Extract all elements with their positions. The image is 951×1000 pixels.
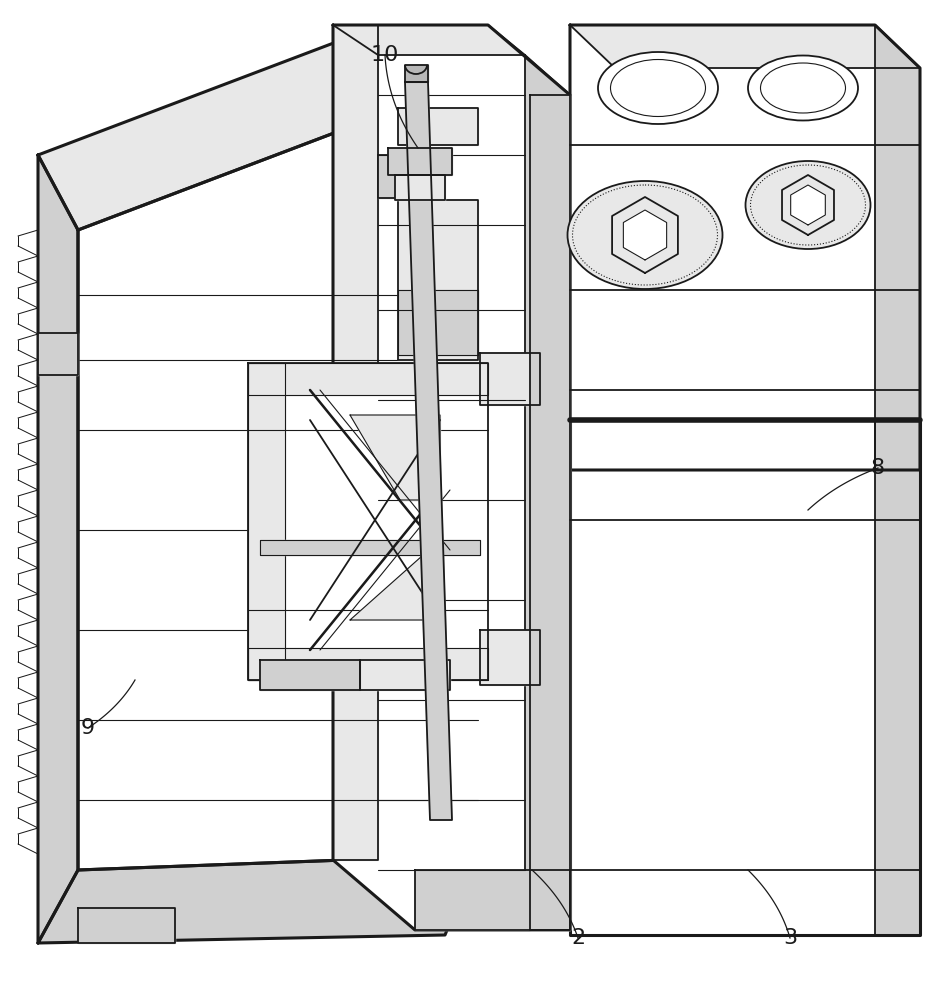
- Polygon shape: [570, 25, 920, 68]
- Polygon shape: [480, 630, 540, 685]
- Polygon shape: [415, 870, 570, 930]
- Polygon shape: [790, 185, 825, 225]
- Ellipse shape: [573, 185, 717, 285]
- Polygon shape: [78, 908, 175, 943]
- Polygon shape: [78, 108, 478, 870]
- Polygon shape: [248, 648, 488, 680]
- Text: 10: 10: [371, 45, 399, 65]
- Polygon shape: [405, 82, 452, 820]
- Polygon shape: [360, 660, 450, 690]
- Ellipse shape: [598, 52, 718, 124]
- Text: 9: 9: [81, 718, 95, 738]
- Polygon shape: [333, 25, 525, 55]
- Text: 8: 8: [871, 458, 885, 478]
- Polygon shape: [570, 420, 920, 935]
- Polygon shape: [38, 155, 78, 943]
- Polygon shape: [260, 660, 360, 690]
- Polygon shape: [248, 363, 488, 395]
- Polygon shape: [405, 65, 428, 82]
- Polygon shape: [38, 855, 478, 943]
- Ellipse shape: [746, 161, 870, 249]
- Polygon shape: [333, 25, 378, 860]
- Ellipse shape: [611, 60, 706, 116]
- Ellipse shape: [568, 181, 723, 289]
- Polygon shape: [248, 363, 285, 680]
- Text: 3: 3: [783, 928, 797, 948]
- Ellipse shape: [761, 63, 845, 113]
- Polygon shape: [782, 175, 834, 235]
- Polygon shape: [398, 108, 478, 145]
- Polygon shape: [530, 95, 570, 930]
- Ellipse shape: [750, 165, 865, 245]
- Polygon shape: [260, 540, 480, 555]
- Text: 2: 2: [571, 928, 585, 948]
- Polygon shape: [875, 420, 920, 935]
- Polygon shape: [395, 175, 445, 200]
- Polygon shape: [38, 33, 400, 230]
- Polygon shape: [612, 197, 678, 273]
- Polygon shape: [350, 540, 440, 620]
- Polygon shape: [398, 290, 478, 355]
- Polygon shape: [38, 333, 78, 375]
- Polygon shape: [350, 415, 440, 500]
- Polygon shape: [525, 55, 570, 930]
- Polygon shape: [570, 25, 920, 470]
- Polygon shape: [378, 155, 440, 198]
- Polygon shape: [623, 210, 667, 260]
- Polygon shape: [875, 25, 920, 470]
- Polygon shape: [333, 25, 570, 930]
- Ellipse shape: [748, 55, 858, 120]
- Polygon shape: [480, 353, 540, 405]
- Polygon shape: [248, 363, 488, 680]
- Polygon shape: [388, 148, 452, 175]
- Polygon shape: [398, 200, 478, 360]
